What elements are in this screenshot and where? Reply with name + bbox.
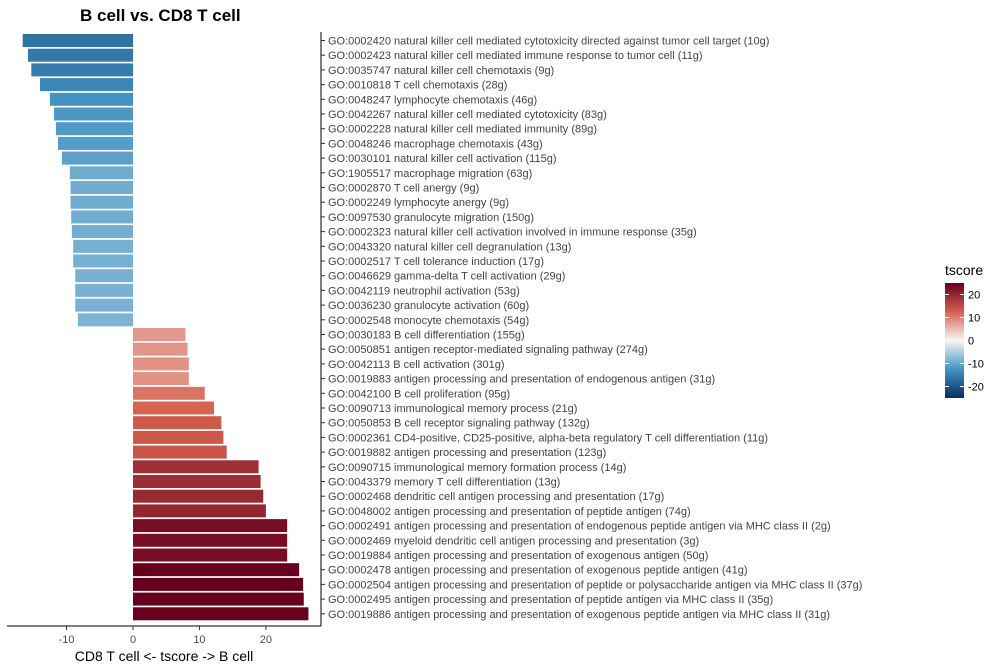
bar xyxy=(133,372,189,386)
bar xyxy=(55,122,133,136)
bar xyxy=(133,504,266,518)
bar xyxy=(133,533,288,547)
bar xyxy=(133,460,259,474)
category-label: GO:0042119 neutrophil activation (53g) xyxy=(328,285,520,297)
category-label: GO:0002468 dendritic cell antigen proces… xyxy=(328,491,664,503)
chart-title: B cell vs. CD8 T cell xyxy=(80,6,241,25)
category-label: GO:0002491 antigen processing and presen… xyxy=(328,521,831,533)
category-label: GO:1905517 macrophage migration (63g) xyxy=(328,168,532,180)
legend-colorbar xyxy=(945,283,964,398)
bar xyxy=(73,239,133,253)
bar xyxy=(70,195,133,209)
category-label: GO:0002478 antigen processing and presen… xyxy=(328,565,748,577)
bar xyxy=(70,181,133,194)
category-label: GO:0035747 natural killer cell chemotaxi… xyxy=(328,65,554,77)
legend-tick-label: 20 xyxy=(968,290,980,302)
category-label: GO:0043379 memory T cell differentiation… xyxy=(328,477,560,489)
bar xyxy=(22,34,133,47)
bar xyxy=(71,225,133,239)
bar xyxy=(77,313,133,327)
legend-tick-label: 10 xyxy=(968,313,980,325)
bar xyxy=(61,151,133,165)
legend-title: tscore xyxy=(945,262,983,278)
bar xyxy=(133,386,205,400)
category-label: GO:0002469 myeloid dendritic cell antige… xyxy=(328,535,699,547)
bar xyxy=(133,607,309,621)
category-label: GO:0043320 natural killer cell degranula… xyxy=(328,241,571,253)
category-label: GO:0046629 gamma-delta T cell activation… xyxy=(328,271,565,283)
category-label: GO:0019886 antigen processing and presen… xyxy=(328,609,830,621)
bar xyxy=(133,548,288,562)
category-label: GO:0002870 T cell anergy (9g) xyxy=(328,183,479,195)
category-labels: GO:0002420 natural killer cell mediated … xyxy=(321,36,862,621)
bar xyxy=(133,519,288,533)
category-label: GO:0050851 antigen receptor-mediated sig… xyxy=(328,344,648,356)
legend-tick-label: -10 xyxy=(968,359,984,371)
bar xyxy=(31,63,133,77)
category-label: GO:0019884 antigen processing and presen… xyxy=(328,550,708,562)
bar xyxy=(133,416,222,430)
bar xyxy=(28,48,133,62)
category-label: GO:0048246 macrophage chemotaxis (43g) xyxy=(328,138,543,150)
bar xyxy=(133,489,264,503)
category-label: GO:0002423 natural killer cell mediated … xyxy=(328,50,703,62)
category-label: GO:0090715 immunological memory formatio… xyxy=(328,462,626,474)
x-ticks: -10 0 10 20 xyxy=(59,626,272,646)
bar xyxy=(133,357,189,371)
bar xyxy=(133,475,261,488)
bar xyxy=(39,78,133,92)
category-label: GO:0002420 natural killer cell mediated … xyxy=(328,36,769,48)
x-tick-label: 10 xyxy=(193,634,205,646)
category-label: GO:0019883 antigen processing and presen… xyxy=(328,374,715,386)
bar xyxy=(75,298,133,312)
category-label: GO:0002504 antigen processing and presen… xyxy=(328,579,862,591)
bar xyxy=(133,563,300,577)
bar xyxy=(133,592,304,606)
category-label: GO:0002548 monocyte chemotaxis (54g) xyxy=(328,315,529,327)
bar xyxy=(133,342,188,356)
x-tick-label: -10 xyxy=(59,634,75,646)
bar xyxy=(133,401,215,415)
legend-tick-label: -20 xyxy=(968,382,984,394)
x-axis-title: CD8 T cell <- tscore -> B cell xyxy=(75,648,253,664)
category-label: GO:0002361 CD4-positive, CD25-positive, … xyxy=(328,432,768,444)
category-label: GO:0002228 natural killer cell mediated … xyxy=(328,124,597,136)
bar xyxy=(75,283,133,297)
bar xyxy=(49,92,133,106)
category-label: GO:0097530 granulocyte migration (150g) xyxy=(328,212,534,224)
bar xyxy=(75,269,133,283)
category-label: GO:0019882 antigen processing and presen… xyxy=(328,447,606,459)
category-label: GO:0002249 lymphocyte anergy (9g) xyxy=(328,197,509,209)
category-label: GO:0030101 natural killer cell activatio… xyxy=(328,153,556,165)
bars xyxy=(22,34,309,621)
legend-ticks: 20 10 0 -10 -20 xyxy=(945,290,984,394)
category-label: GO:0042100 B cell proliferation (95g) xyxy=(328,388,510,400)
bar xyxy=(133,445,227,459)
bar xyxy=(71,210,133,224)
category-label: GO:0010818 T cell chemotaxis (28g) xyxy=(328,80,507,92)
category-label: GO:0048247 lymphocyte chemotaxis (46g) xyxy=(328,94,537,106)
bar xyxy=(133,430,224,444)
category-label: GO:0048002 antigen processing and presen… xyxy=(328,506,691,518)
category-label: GO:0002495 antigen processing and presen… xyxy=(328,594,773,606)
category-label: GO:0090713 immunological memory process … xyxy=(328,403,577,415)
category-label: GO:0042113 B cell activation (301g) xyxy=(328,359,505,371)
category-label: GO:0042267 natural killer cell mediated … xyxy=(328,109,607,121)
category-label: GO:0002517 T cell tolerance induction (1… xyxy=(328,256,544,268)
bar xyxy=(73,254,133,268)
bar xyxy=(133,577,304,591)
category-label: GO:0030183 B cell differentiation (155g) xyxy=(328,330,525,342)
category-label: GO:0036230 granulocyte activation (60g) xyxy=(328,300,529,312)
category-label: GO:0050853 B cell receptor signaling pat… xyxy=(328,418,590,430)
bar xyxy=(133,328,186,341)
category-label: GO:0002323 natural killer cell activatio… xyxy=(328,227,697,239)
x-tick-label: 0 xyxy=(130,634,136,646)
bar xyxy=(69,166,133,180)
bar xyxy=(53,107,133,121)
legend: tscore 20 10 0 -10 -20 xyxy=(945,262,984,398)
legend-tick-label: 0 xyxy=(968,336,974,348)
bar xyxy=(57,136,133,150)
x-tick-label: 20 xyxy=(260,634,272,646)
